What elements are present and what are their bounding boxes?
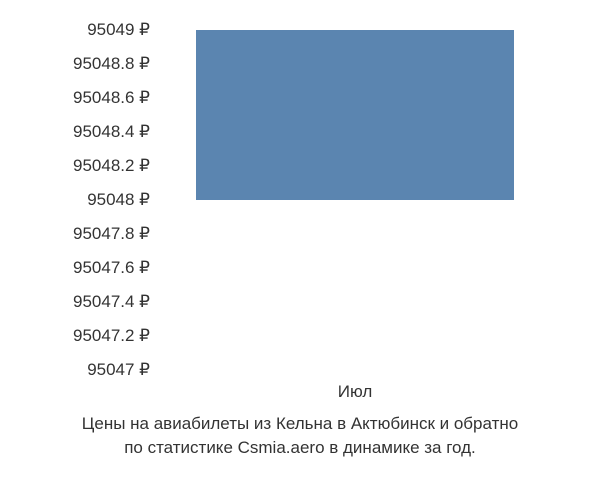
y-tick-label: 95047.6 ₽ bbox=[73, 258, 150, 278]
y-tick-label: 95048.4 ₽ bbox=[73, 122, 150, 142]
y-tick-label: 95047 ₽ bbox=[87, 360, 150, 380]
y-tick-label: 95049 ₽ bbox=[87, 20, 150, 40]
caption-line-1: Цены на авиабилеты из Кельна в Актюбинск… bbox=[10, 412, 590, 436]
y-tick-label: 95047.2 ₽ bbox=[73, 326, 150, 346]
caption-line-2: по статистике Csmia.aero в динамике за г… bbox=[10, 436, 590, 460]
y-axis: 95049 ₽ 95048.8 ₽ 95048.6 ₽ 95048.4 ₽ 95… bbox=[0, 30, 160, 370]
chart-caption: Цены на авиабилеты из Кельна в Актюбинск… bbox=[0, 412, 600, 460]
x-category-label: Июл bbox=[338, 382, 373, 402]
y-tick-label: 95048 ₽ bbox=[87, 190, 150, 210]
bar-jul bbox=[196, 30, 514, 200]
y-tick-label: 95048.8 ₽ bbox=[73, 54, 150, 74]
y-tick-label: 95048.6 ₽ bbox=[73, 88, 150, 108]
price-chart: 95049 ₽ 95048.8 ₽ 95048.6 ₽ 95048.4 ₽ 95… bbox=[0, 0, 600, 500]
y-tick-label: 95047.4 ₽ bbox=[73, 292, 150, 312]
plot-area bbox=[170, 30, 540, 370]
y-tick-label: 95048.2 ₽ bbox=[73, 156, 150, 176]
y-tick-label: 95047.8 ₽ bbox=[73, 224, 150, 244]
